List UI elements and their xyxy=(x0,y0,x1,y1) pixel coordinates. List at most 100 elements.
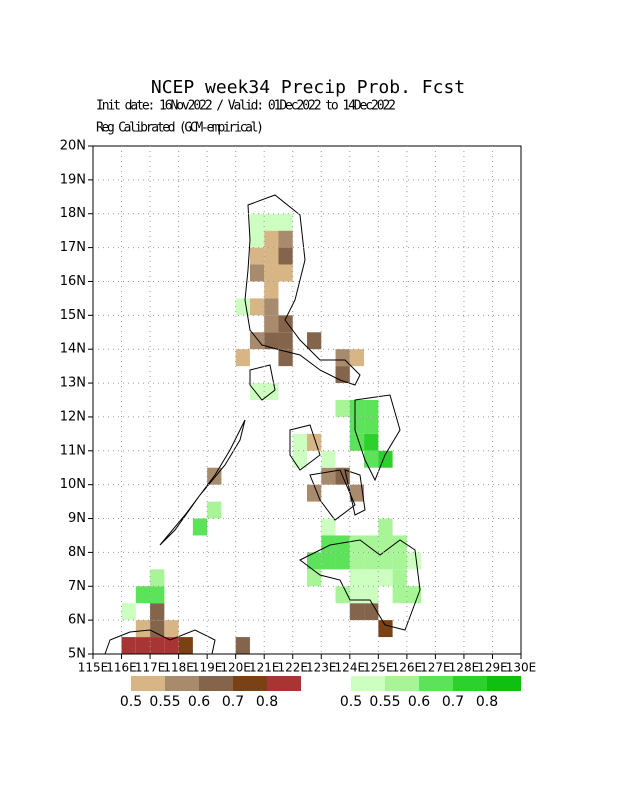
prob-cell xyxy=(278,315,293,333)
prob-cell xyxy=(307,552,322,570)
prob-cell xyxy=(264,213,279,231)
x-tick-label: 126E xyxy=(392,661,423,675)
prob-cell xyxy=(349,484,365,502)
prob-cell xyxy=(321,467,336,485)
prob-cell xyxy=(392,552,407,570)
prob-cell xyxy=(278,332,293,350)
prob-cell xyxy=(335,349,350,367)
chart-subtitle: Init date: 16Nov2022 / Valid: 01Dec2022 … xyxy=(96,99,396,114)
prob-cell xyxy=(192,518,208,536)
prob-cell xyxy=(264,281,279,299)
prob-cell xyxy=(264,332,279,350)
chart-title: NCEP week34 Precip Prob. Fcst xyxy=(151,77,465,98)
legend-swatch xyxy=(165,676,199,691)
prob-cell xyxy=(364,400,379,417)
prob-cell xyxy=(249,332,265,350)
prob-cell xyxy=(249,298,265,316)
prob-cell xyxy=(364,450,379,468)
prob-cell xyxy=(264,247,279,265)
prob-cell xyxy=(392,569,407,587)
prob-cell xyxy=(378,518,393,536)
y-tick-label: 6N xyxy=(68,613,86,628)
legend-label: 0.6 xyxy=(408,694,430,710)
prob-cell xyxy=(235,637,250,654)
legend-swatch xyxy=(267,676,301,691)
prob-cell xyxy=(364,416,379,434)
prob-cell xyxy=(364,569,379,587)
prob-cell xyxy=(292,433,307,451)
prob-cell xyxy=(150,603,165,621)
prob-cell xyxy=(321,450,336,468)
x-tick-label: 116E xyxy=(106,661,137,675)
x-tick-label: 127E xyxy=(420,661,451,675)
prob-cell xyxy=(278,349,293,367)
prob-cell xyxy=(307,332,322,350)
prob-cell xyxy=(121,603,136,621)
prob-cell xyxy=(135,620,151,638)
y-tick-label: 9N xyxy=(68,511,86,526)
prob-cell xyxy=(406,552,422,570)
prob-cell xyxy=(378,535,393,553)
prob-cell xyxy=(335,552,350,570)
legend-swatch xyxy=(199,676,233,691)
prob-cell xyxy=(164,637,179,654)
x-tick-label: 122E xyxy=(277,661,308,675)
prob-cell xyxy=(178,637,193,654)
prob-cell xyxy=(335,366,350,384)
prob-cell xyxy=(349,603,365,621)
prob-cell xyxy=(150,620,165,638)
prob-cell xyxy=(264,230,279,248)
x-tick-label: 121E xyxy=(249,661,280,675)
prob-cell xyxy=(392,535,407,553)
y-tick-label: 15N xyxy=(60,308,86,323)
x-tick-label: 128E xyxy=(449,661,480,675)
prob-cell xyxy=(249,247,265,265)
y-tick-label: 13N xyxy=(60,376,86,391)
x-tick-label: 125E xyxy=(363,661,394,675)
prob-cell xyxy=(278,247,293,265)
plot-frame xyxy=(92,145,522,655)
prob-cell xyxy=(150,586,165,604)
prob-cell xyxy=(249,213,265,231)
prob-cell xyxy=(321,552,336,570)
prob-cell xyxy=(235,298,250,316)
cell-layer xyxy=(121,213,422,654)
prob-cell xyxy=(307,569,322,587)
prob-cell xyxy=(349,416,365,434)
x-tick-label: 123E xyxy=(306,661,337,675)
x-tick-label: 119E xyxy=(192,661,223,675)
legend-label: 0.5 xyxy=(340,694,362,710)
prob-cell xyxy=(292,450,307,468)
y-tick-label: 5N xyxy=(68,647,86,662)
y-tick-label: 17N xyxy=(60,240,86,255)
prob-cell xyxy=(135,586,151,604)
prob-cell xyxy=(278,230,293,248)
prob-cell xyxy=(164,620,179,638)
prob-cell xyxy=(378,620,393,638)
prob-cell xyxy=(264,315,279,333)
x-tick-label: 129E xyxy=(477,661,508,675)
y-tick-label: 8N xyxy=(68,545,86,560)
y-tick-label: 14N xyxy=(60,342,86,357)
prob-cell xyxy=(121,637,136,654)
chart-note: Reg Calibrated (GCM-empirical) xyxy=(96,121,264,136)
prob-cell xyxy=(264,383,279,400)
prob-cell xyxy=(278,264,293,282)
x-tick-label: 130E xyxy=(506,661,537,675)
prob-cell xyxy=(392,586,407,604)
prob-cell xyxy=(349,552,365,570)
prob-cell xyxy=(150,637,165,654)
prob-cell xyxy=(264,264,279,282)
legend-label: 0.55 xyxy=(149,694,180,710)
legend-label: 0.8 xyxy=(256,694,278,710)
y-tick-label: 11N xyxy=(60,443,86,458)
prob-cell xyxy=(349,586,365,604)
legend-swatch xyxy=(131,676,165,691)
x-tick-label: 115E xyxy=(78,661,109,675)
prob-cell xyxy=(321,518,336,536)
prob-cell xyxy=(364,433,379,451)
prob-cell xyxy=(378,569,393,587)
prob-cell xyxy=(335,400,350,417)
prob-cell xyxy=(335,535,350,553)
